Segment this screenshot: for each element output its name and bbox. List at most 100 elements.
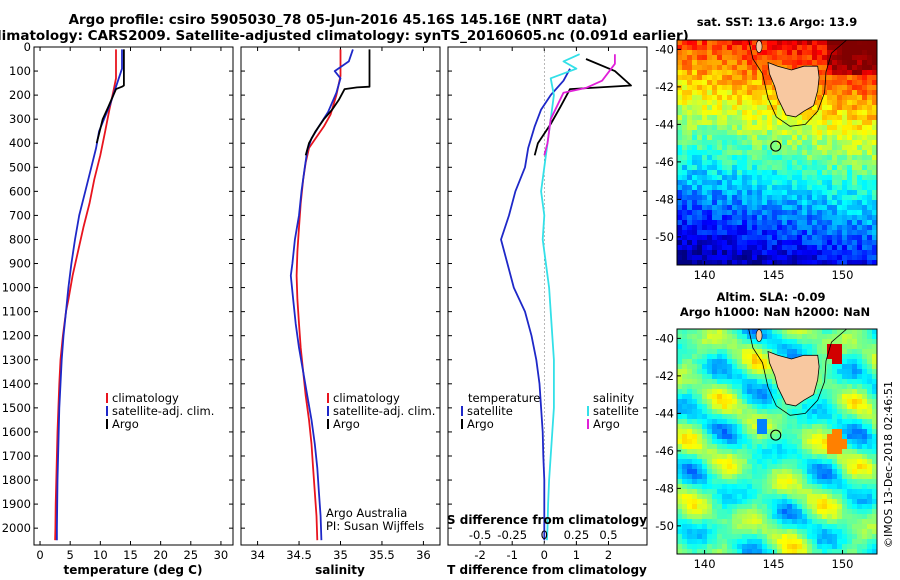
map-cell [772,349,778,355]
map-cell [742,260,748,265]
map-cell [857,364,863,370]
map-cell [682,200,688,206]
map-cell [722,180,728,186]
map-cell [862,45,868,51]
map-cell [832,519,838,525]
map-cell [692,120,698,126]
map-cell [837,529,843,535]
map-cell [847,180,853,186]
map-cell [792,544,798,550]
map-cell [817,364,823,370]
map-cell [782,484,788,490]
map-cell [692,145,698,151]
map-cell [677,145,683,151]
map-cell [717,354,723,360]
map-cell [827,464,833,470]
map-cell [677,389,683,395]
map-cell [857,444,863,450]
map-cell [787,484,793,490]
map-cell [847,334,853,340]
map-cell [812,130,818,136]
map-cell [842,140,848,146]
map-cell [822,55,828,61]
map-cell [717,235,723,241]
map-cell [817,524,823,530]
map-cell [752,484,758,490]
lat-tick-label: -50 [655,230,674,244]
map-cell [772,439,778,445]
map-cell [687,334,693,340]
map-cell [697,329,703,335]
map-cell [742,439,748,445]
map-cell [862,394,868,400]
map-cell [737,479,743,485]
map-cell [862,529,868,535]
map-cell [682,454,688,460]
map-cell [772,529,778,535]
x-tick-label: -1 [506,548,517,562]
map-cell [702,344,708,350]
map-cell [752,45,758,51]
map-cell [737,110,743,116]
map-cell [812,125,818,131]
map-cell [722,135,728,141]
map-cell [692,339,698,345]
map-cell [837,100,843,106]
map-cell [802,145,808,151]
map-cell [747,225,753,231]
map-cell [722,235,728,241]
map-cell [717,65,723,71]
map-cell [732,514,738,520]
map-cell [872,494,877,500]
map-cell [757,479,763,485]
map-cell [712,40,718,46]
map-cell [697,65,703,71]
map-cell [867,195,873,201]
map-cell [717,464,723,470]
lat-tick-label: -42 [655,369,674,383]
map-cell [742,50,748,56]
map-cell [692,40,698,46]
map-cell [792,195,798,201]
map-cell [857,130,863,136]
map-cell [707,180,713,186]
map-cell [702,544,708,550]
map-cell [762,499,768,505]
map-cell [752,130,758,136]
map-cell [872,150,877,156]
map-cell [797,225,803,231]
map-cell [837,329,843,335]
map-cell [872,539,877,545]
map-cell [677,474,683,480]
map-cell [707,235,713,241]
map-cell [827,85,833,91]
map-cell [842,434,848,440]
map-cell [822,75,828,81]
map-cell [822,220,828,226]
map-cell [797,55,803,61]
map-cell [712,524,718,530]
map-cell [842,379,848,385]
map-cell [817,329,823,335]
map-cell [822,339,828,345]
map-cell [862,130,868,136]
map-cell [757,359,763,365]
map-cell [682,240,688,246]
map-cell [837,105,843,111]
map-cell [847,260,853,265]
map-cell [772,145,778,151]
map-cell [767,150,773,156]
map-cell [782,524,788,530]
map-cell [842,464,848,470]
map-cell [767,180,773,186]
map-cell [792,349,798,355]
map-cell [867,235,873,241]
map-cell [747,150,753,156]
map-cell [847,419,853,425]
map-cell [822,40,828,46]
map-cell [727,165,733,171]
map-cell [712,170,718,176]
map-cell [782,509,788,515]
map-cell [692,519,698,525]
map-cell [742,215,748,221]
